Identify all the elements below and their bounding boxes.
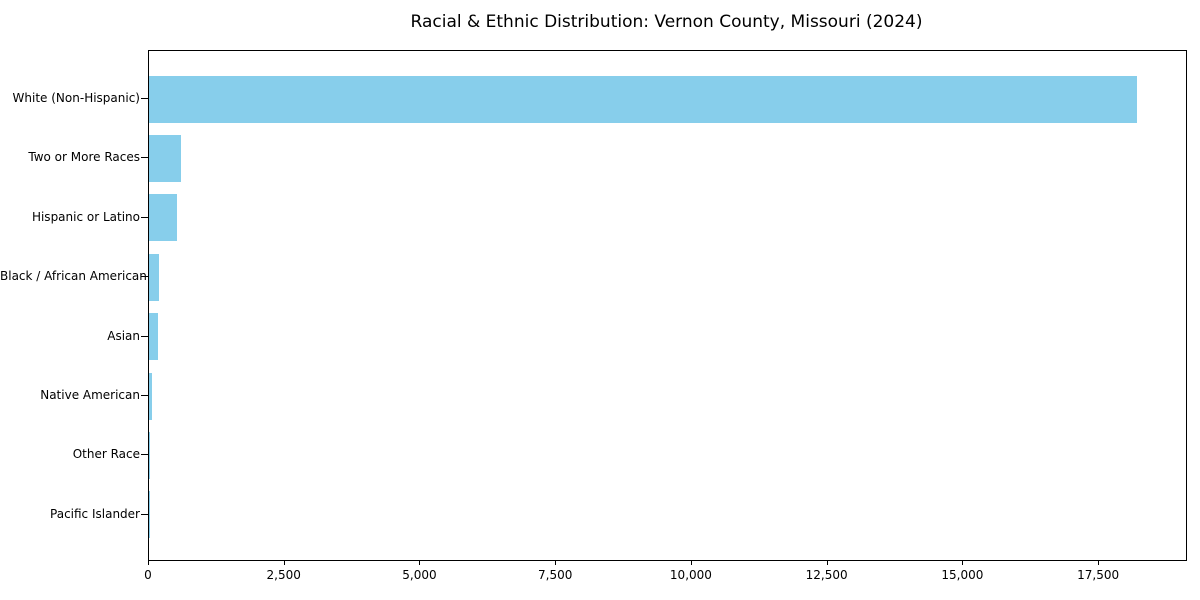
x-tick-mark xyxy=(148,560,149,565)
bar-two-or-more-races xyxy=(149,134,182,182)
x-tick-mark xyxy=(962,560,964,565)
y-tick-mark xyxy=(141,98,148,99)
y-axis-label-asian: Asian xyxy=(107,328,140,343)
y-tick-mark xyxy=(141,157,148,159)
y-tick-mark xyxy=(141,335,148,337)
y-tick-mark xyxy=(141,276,148,278)
y-axis-label-two-or-more-races: Two or More Races xyxy=(28,150,140,165)
y-axis-label-native-american: Native American xyxy=(40,388,140,402)
x-tick-mark xyxy=(419,560,421,565)
bar-asian xyxy=(149,313,158,361)
plot-area xyxy=(148,50,1187,561)
x-tick-mark xyxy=(826,560,828,565)
y-tick-mark xyxy=(141,395,148,396)
x-tick-mark xyxy=(283,560,285,565)
y-tick-mark xyxy=(141,216,148,218)
x-tick-label-12-500: 12,500 xyxy=(805,568,848,582)
x-tick-label-0: 0 xyxy=(144,568,152,582)
bar-white-non-hispanic xyxy=(149,75,1138,123)
x-tick-label-5-000: 5,000 xyxy=(402,568,437,582)
y-tick-mark xyxy=(141,454,148,456)
x-tick-label-15-000: 15,000 xyxy=(941,568,984,582)
x-tick-mark xyxy=(1098,560,1100,565)
x-tick-mark xyxy=(555,560,557,565)
y-axis-label-black-african-american: Black / African American xyxy=(0,269,147,284)
y-axis-label-white-non-hispanic: White (Non-Hispanic) xyxy=(12,91,140,105)
bar-hispanic-or-latino xyxy=(149,194,178,242)
x-tick-label-17-500: 17,500 xyxy=(1077,568,1120,582)
bar-black-african-american xyxy=(149,253,159,301)
x-tick-label-7-500: 7,500 xyxy=(538,568,573,582)
bar-native-american xyxy=(149,372,152,420)
y-axis-label-other-race: Other Race xyxy=(72,447,140,462)
x-tick-mark xyxy=(690,560,692,565)
y-tick-mark xyxy=(141,513,148,515)
y-axis-label-pacific-islander: Pacific Islander xyxy=(50,506,140,521)
y-axis-label-hispanic-or-latino: Hispanic or Latino xyxy=(31,209,140,224)
x-tick-label-2-500: 2,500 xyxy=(266,568,301,582)
bar-other-race xyxy=(149,431,150,479)
chart-title: Racial & Ethnic Distribution: Vernon Cou… xyxy=(410,12,923,32)
x-tick-label-10-000: 10,000 xyxy=(669,568,712,582)
